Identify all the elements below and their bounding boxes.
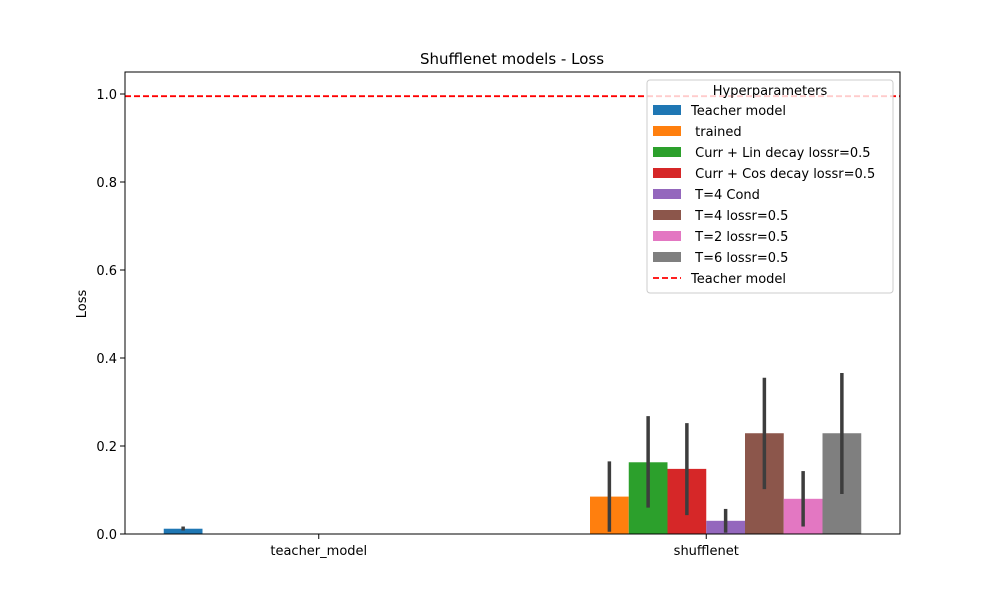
legend: Hyperparameters Teacher model trained Cur… — [646, 79, 894, 294]
legend-swatch — [653, 105, 681, 115]
legend-label: T=4 lossr=0.5 — [691, 209, 788, 224]
legend-swatch — [653, 147, 681, 157]
x-tick-label: shufflenet — [674, 544, 739, 559]
legend-label: Teacher model — [690, 272, 786, 287]
bar — [163, 528, 203, 534]
legend-swatch — [653, 168, 681, 178]
y-tick-label: 0.6 — [96, 264, 117, 279]
legend-label: Teacher model — [690, 104, 786, 119]
legend-label: T=2 lossr=0.5 — [691, 230, 788, 245]
y-tick-label: 0.4 — [96, 352, 117, 367]
legend-label: trained — [691, 125, 742, 140]
legend-title: Hyperparameters — [713, 84, 828, 99]
legend-swatch — [653, 252, 681, 262]
legend-swatch — [653, 231, 681, 241]
legend-label: T=4 Cond — [691, 188, 760, 203]
x-tick-label: teacher_model — [270, 544, 367, 559]
plot-frame — [124, 71, 901, 535]
legend-label: Curr + Cos decay lossr=0.5 — [691, 167, 875, 182]
legend-swatch — [653, 126, 681, 136]
y-axis-label: Loss — [75, 290, 90, 319]
legend-label: T=6 lossr=0.5 — [691, 251, 788, 266]
y-tick-label: 0.8 — [96, 176, 117, 191]
legend-label: Curr + Lin decay lossr=0.5 — [691, 146, 871, 161]
y-tick-label: 0.0 — [96, 528, 117, 543]
legend-box — [646, 79, 894, 294]
y-tick-label: 0.2 — [96, 440, 117, 455]
legend-swatch — [653, 189, 681, 199]
y-tick-label: 1.0 — [96, 88, 117, 103]
plot-area: teacher_model shufflenet 0.0 0.2 0.4 0.6 0.8 1.… — [96, 71, 901, 559]
legend-swatch — [653, 210, 681, 220]
chart-title: Shufflenet models - Loss — [420, 50, 604, 68]
